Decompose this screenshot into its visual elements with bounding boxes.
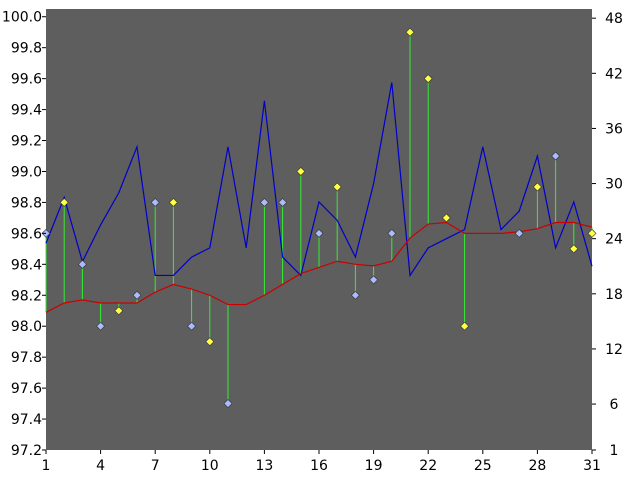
- x-axis-tick-label: 7: [151, 458, 160, 474]
- stems-layer: [45, 32, 593, 404]
- right-axis-tick-label: 30: [605, 177, 623, 193]
- data-point-marker: [587, 228, 597, 238]
- left-axis: 97.2 97.4 97.6 97.8 98.0 98.2 98.4 98.6 98.8 99.0…: [2, 10, 46, 459]
- data-point-marker: [532, 182, 542, 192]
- data-point-marker: [59, 197, 69, 207]
- data-point-marker: [296, 167, 306, 176]
- data-point-marker: [132, 290, 142, 300]
- x-axis-tick-label: 4: [96, 458, 105, 474]
- left-axis-tick-label: 99.8: [11, 41, 42, 57]
- left-axis-tick-label: 100.0: [2, 10, 42, 26]
- right-axis-tick-label: 6: [610, 397, 619, 413]
- data-point-marker: [150, 197, 160, 207]
- left-axis-tick-label: 97.2: [11, 443, 42, 459]
- left-axis-tick-label: 99.4: [11, 103, 42, 119]
- x-axis-tick-label: 22: [419, 458, 437, 474]
- right-axis-tick-label: 48: [605, 11, 623, 27]
- data-point-marker: [350, 290, 360, 300]
- data-point-marker: [387, 228, 397, 238]
- data-point-marker: [460, 321, 470, 331]
- left-axis-tick-label: 97.4: [11, 412, 42, 428]
- data-point-marker: [223, 399, 233, 409]
- blue-series-line: [45, 82, 593, 278]
- left-axis-tick-label: 99.6: [11, 72, 42, 88]
- data-point-marker: [405, 27, 415, 37]
- data-point-marker: [423, 74, 433, 84]
- left-axis-tick-label: 98.6: [11, 226, 42, 242]
- right-axis: 1 6 12 18 24 30 36 42 48: [592, 11, 623, 459]
- data-point-marker: [332, 182, 342, 192]
- data-point-marker: [314, 228, 324, 238]
- data-point-marker: [187, 321, 197, 331]
- data-point-marker: [278, 197, 288, 207]
- x-axis-tick-label: 19: [365, 458, 383, 474]
- left-axis-tick-label: 99.2: [11, 134, 42, 150]
- right-axis-tick-label: 36: [605, 121, 623, 137]
- data-point-marker: [369, 275, 379, 285]
- left-axis-tick-label: 98.4: [11, 257, 42, 273]
- data-point-marker: [259, 197, 269, 207]
- data-point-marker: [569, 244, 579, 254]
- x-axis: 1 4 7 10 13 16 19 22 25 28 31: [42, 450, 601, 474]
- data-point-marker: [114, 306, 124, 316]
- data-point-marker: [205, 337, 215, 347]
- right-axis-tick-label: 12: [605, 342, 623, 358]
- x-axis-tick-label: 16: [310, 458, 328, 474]
- data-point-marker: [551, 151, 561, 161]
- x-axis-tick-label: 10: [201, 458, 219, 474]
- left-axis-tick-label: 98.8: [11, 195, 42, 211]
- x-axis-tick-label: 28: [528, 458, 546, 474]
- left-axis-tick-label: 97.6: [11, 381, 42, 397]
- x-axis-tick-label: 1: [42, 458, 51, 474]
- x-axis-tick-label: 13: [255, 458, 273, 474]
- data-point-marker: [514, 228, 524, 238]
- right-axis-tick-label: 42: [605, 66, 623, 82]
- lines-layer: [45, 82, 593, 313]
- x-axis-tick-label: 31: [583, 458, 601, 474]
- red-series-line: [45, 221, 593, 313]
- left-axis-tick-label: 99.0: [11, 164, 42, 180]
- left-axis-tick-label: 98.2: [11, 288, 42, 304]
- data-point-marker: [96, 321, 106, 331]
- x-axis-tick-label: 25: [474, 458, 492, 474]
- markers-layer: [41, 27, 597, 409]
- data-point-marker: [441, 213, 451, 223]
- data-point-marker: [168, 197, 178, 207]
- left-axis-tick-label: 97.8: [11, 350, 42, 366]
- left-axis-tick-label: 98.0: [11, 319, 42, 335]
- data-point-marker: [77, 259, 87, 269]
- right-axis-tick-label: 18: [605, 287, 623, 303]
- right-axis-tick-label: 24: [605, 232, 623, 248]
- right-axis-tick-label: 1: [610, 443, 619, 459]
